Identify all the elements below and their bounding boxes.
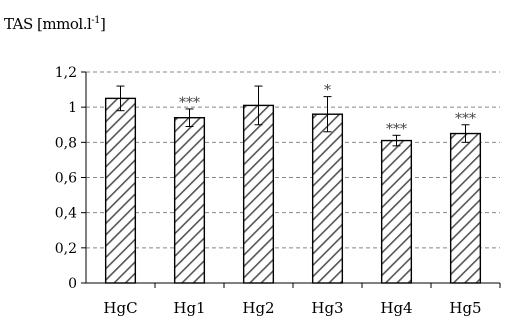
x-tick-label: Hg2 — [242, 299, 274, 317]
x-tick-label: Hg4 — [380, 299, 412, 317]
significance-marker: * — [324, 83, 331, 99]
x-tick-label: Hg1 — [173, 299, 205, 317]
labels: 0 0,2 0,4 0,6 0,8 1 1,2 HgC *** Hg1 Hg2 * Hg3 *** Hg4 *… — [55, 65, 482, 317]
x-tick-label: Hg5 — [449, 299, 481, 317]
bar-Hg1 — [173, 117, 206, 284]
y-tick-label: 1 — [68, 100, 77, 116]
y-tick-label: 1,2 — [55, 65, 77, 81]
bar-Hg4 — [380, 139, 413, 284]
significance-marker: *** — [455, 111, 476, 127]
y-tick-label: 0,2 — [55, 241, 77, 257]
axes — [81, 71, 501, 288]
y-tick-label: 0,8 — [55, 135, 77, 151]
significance-marker: *** — [386, 121, 407, 137]
y-tick-label: 0,6 — [55, 171, 77, 187]
grid-lines — [86, 71, 500, 249]
y-tick-label: 0,4 — [55, 206, 77, 222]
bar-Hg5 — [449, 132, 482, 284]
significance-marker: *** — [179, 95, 200, 111]
x-tick-label: Hg3 — [311, 299, 343, 317]
bar-Hg2 — [242, 104, 275, 284]
y-tick-label: 0 — [68, 276, 77, 292]
bar-HgC — [104, 97, 137, 284]
y-axis-label: TAS [mmol.l-1] — [4, 15, 106, 33]
bar-Hg3 — [311, 113, 344, 284]
x-tick-label: HgC — [103, 299, 137, 317]
bars — [104, 85, 482, 284]
